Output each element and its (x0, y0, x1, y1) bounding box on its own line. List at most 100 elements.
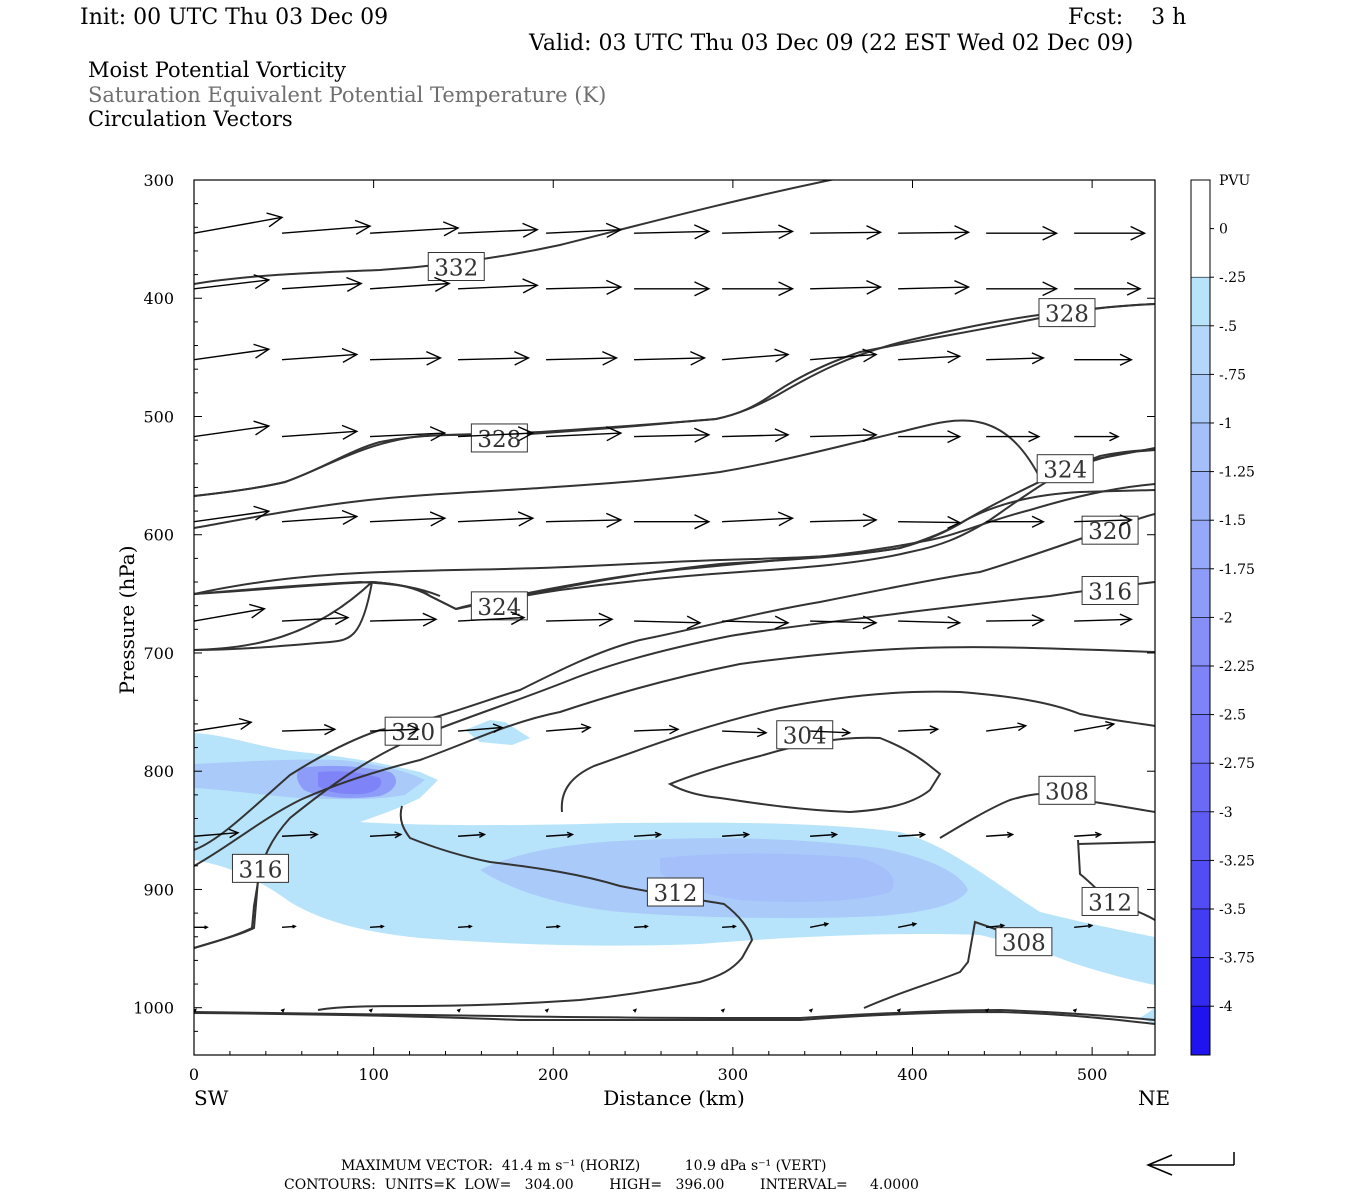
circulation-vector (810, 615, 878, 630)
colorbar-label: -2.5 (1219, 708, 1246, 724)
colorbar-label: -1.5 (1219, 513, 1246, 529)
circulation-vector (634, 615, 702, 630)
circulation-vector (370, 426, 447, 442)
circulation-vector (280, 1008, 285, 1013)
contour-label: 312 (653, 881, 697, 907)
contour-316-upper (194, 483, 1155, 610)
colorbar-swatch (1190, 325, 1211, 375)
contour-324-upper (194, 419, 1155, 529)
circulation-vector (986, 831, 1015, 838)
circulation-vector (984, 1008, 990, 1013)
circulation-vector (194, 505, 271, 523)
circulation-vector (986, 430, 1041, 443)
circulation-vector (546, 612, 614, 627)
circulation-vector (634, 281, 711, 297)
circulation-vector (369, 276, 451, 293)
circulation-vector (632, 1008, 637, 1013)
contour-label: 332 (434, 256, 478, 282)
circulation-vector (1074, 225, 1147, 241)
contour-label-box (1081, 886, 1139, 916)
colorbar-unit: PVU (1219, 173, 1251, 189)
circulation-vector (722, 348, 790, 363)
circulation-vector (1074, 831, 1103, 838)
x-tick-label: 100 (358, 1065, 389, 1084)
x-right-label: NE (1138, 1086, 1170, 1110)
contour-line-308a (317, 805, 754, 1011)
colorbar-swatch (1190, 568, 1211, 618)
circulation-vector (370, 612, 438, 627)
circulation-vector (458, 350, 531, 366)
circulation-vector (1162, 832, 1188, 837)
plot-frame (193, 179, 1156, 1056)
colorbar-label: -.5 (1219, 319, 1237, 335)
colorbar-swatch-top (1190, 179, 1211, 278)
colorbar-label: -3 (1219, 805, 1233, 821)
circulation-vector (722, 281, 795, 297)
circulation-vector (546, 924, 561, 929)
circulation-vector (720, 1008, 725, 1013)
circulation-vector (898, 350, 962, 364)
circulation-vector (634, 831, 663, 838)
contour-line-304 (667, 736, 942, 814)
circulation-vector (546, 350, 619, 366)
circulation-vector (546, 426, 623, 442)
circulation-vector (810, 348, 878, 363)
circulation-vector (281, 424, 359, 440)
colorbar-swatch (1190, 471, 1211, 521)
colorbar-swatch (1190, 811, 1211, 861)
circulation-vector (194, 717, 253, 732)
circulation-vector (634, 514, 711, 530)
circulation-vector (810, 279, 883, 295)
circulation-vector (986, 923, 1006, 929)
circulation-vector (546, 279, 623, 295)
y-tick-label: 900 (143, 880, 174, 899)
colorbar-swatch (1190, 762, 1211, 813)
colorbar-label: -4 (1219, 999, 1233, 1015)
contour-label-box (995, 927, 1053, 957)
pv-core-east (660, 853, 894, 902)
circulation-vector (898, 831, 927, 838)
circulation-vector (368, 1008, 373, 1013)
circulation-vector (281, 723, 337, 736)
circulation-vector (194, 603, 266, 622)
contour-label-box (1036, 454, 1094, 484)
circulation-vector (1074, 514, 1133, 527)
y-tick-label: 1000 (133, 999, 174, 1018)
field-title-vectors: Circulation Vectors (88, 107, 293, 131)
x-tick-label: 0 (189, 1065, 199, 1084)
init-time: Init: 00 UTC Thu 03 Dec 09 (80, 5, 389, 30)
colorbar-swatch (1190, 617, 1211, 667)
field-title-mpv: Moist Potential Vorticity (88, 58, 346, 82)
circulation-vector (281, 924, 297, 929)
contour-label-box (646, 877, 704, 907)
contour-line-312b (939, 793, 1041, 839)
contour-label-box (1038, 298, 1096, 328)
reference-vector (1146, 1152, 1235, 1176)
colorbar-label: -1.75 (1219, 562, 1255, 578)
field-title-theta-es: Saturation Equivalent Potential Temperat… (88, 83, 607, 107)
colorbar-swatch (1190, 908, 1211, 958)
circulation-vector (544, 1008, 549, 1013)
circulation-vector (194, 420, 271, 438)
colorbar-swatch (1190, 665, 1211, 715)
max-vector-note: MAXIMUM VECTOR: 41.4 m s⁻¹ (HORIZ) 10.9 … (341, 1158, 827, 1174)
circulation-vector (370, 511, 447, 527)
circulation-vector (1074, 353, 1133, 366)
circulation-vector (809, 922, 830, 928)
colorbar-swatch (1190, 1005, 1211, 1056)
contour-label-box (427, 252, 485, 281)
circulation-vector (810, 728, 852, 737)
circulation-vector (1162, 924, 1184, 928)
circulation-vector (634, 724, 680, 735)
pv-shading (194, 720, 1155, 1024)
colorbar-label: -1 (1219, 416, 1233, 432)
contour-320-upper (194, 447, 1155, 595)
colorbar-label: 0 (1219, 222, 1228, 238)
circulation-vector (810, 513, 878, 528)
contour-label: 324 (477, 595, 521, 621)
circulation-vector (194, 343, 271, 361)
colorbar-swatch (1190, 374, 1211, 424)
contour-line-312a (194, 646, 1155, 867)
circulation-vector (897, 922, 918, 928)
